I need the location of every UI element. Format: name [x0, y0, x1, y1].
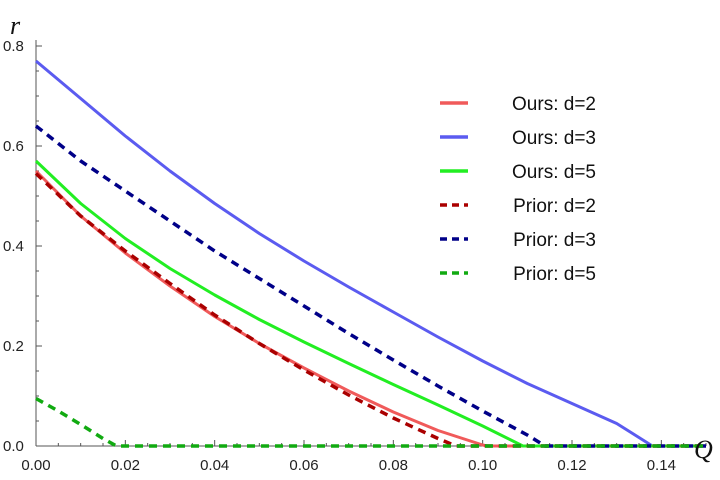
x-tick-label: 0.04 — [200, 457, 229, 474]
legend-label: Prior: d=5 — [513, 264, 596, 285]
series-line-4 — [34, 172, 706, 448]
series-layer — [34, 59, 706, 448]
legend-label: Prior: d=2 — [513, 196, 596, 217]
y-axis-title: r — [10, 11, 21, 40]
series-line-6 — [35, 396, 706, 448]
legend-label: Ours: d=5 — [512, 162, 596, 183]
x-tick-label: 0.10 — [468, 457, 497, 474]
y-tick-label: 0.0 — [3, 438, 24, 455]
legend-label: Ours: d=3 — [512, 128, 596, 149]
x-tick-label: 0.08 — [379, 457, 408, 474]
y-tick-label: 0.2 — [3, 338, 24, 355]
y-tick-label: 0.8 — [3, 38, 24, 55]
y-tick-label: 0.6 — [3, 138, 24, 155]
legend-label: Prior: d=3 — [513, 230, 596, 251]
series-line-3 — [34, 159, 706, 448]
x-tick-label: 0.02 — [111, 457, 140, 474]
x-tick-label: 0.00 — [21, 457, 50, 474]
x-tick-label: 0.12 — [557, 457, 586, 474]
series-line-5 — [34, 124, 706, 448]
x-axis-title: Q — [694, 435, 713, 464]
y-tick-label: 0.4 — [3, 238, 24, 255]
axes: 0.00 0.02 0.04 0.06 0.08 0.10 0.12 0.14 0.0 0.2 0.… — [3, 38, 707, 474]
x-tick-label: 0.06 — [289, 457, 318, 474]
series-line-2 — [35, 59, 706, 448]
legend: Ours: d=2 Ours: d=3 Ours: d=5 Prior: d=2 Pri… — [440, 94, 596, 285]
legend-label: Ours: d=2 — [512, 94, 596, 115]
x-tick-label: 0.14 — [647, 457, 676, 474]
